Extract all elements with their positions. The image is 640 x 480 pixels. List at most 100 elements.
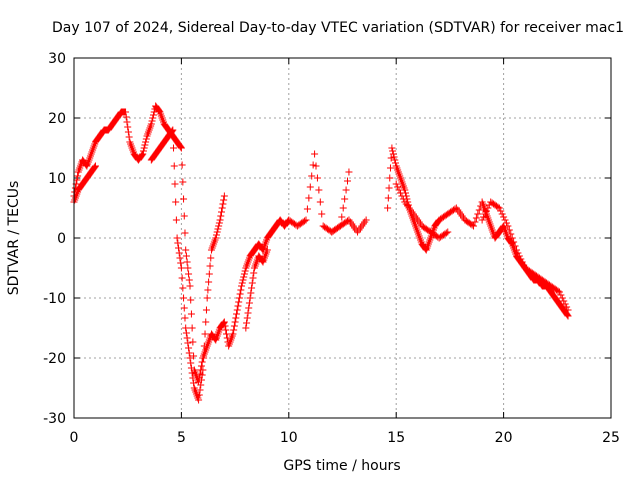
data-point [177, 264, 185, 272]
data-point [199, 366, 207, 374]
plot-frame [73, 57, 612, 419]
data-point [564, 306, 572, 314]
data-point-interp [202, 306, 210, 314]
x-tick-label: 15 [387, 430, 405, 446]
data-point-interp [389, 150, 397, 158]
data-point-interp [222, 326, 230, 334]
data-point-interp [212, 231, 220, 239]
data-point-interp [185, 270, 193, 278]
data-point-interp [213, 228, 221, 236]
data-point-interp [214, 225, 222, 233]
data-point-interp [482, 207, 490, 215]
y-axis-label: SDTVAR / TECUs [6, 181, 22, 296]
data-point [216, 216, 224, 224]
data-point-interp [384, 194, 392, 202]
data-point-interp [168, 127, 176, 135]
data-point-interp [235, 294, 243, 302]
data-point [384, 204, 392, 212]
data-point-interp [200, 342, 208, 350]
data-point-interp [389, 147, 397, 155]
data-point-interp [560, 297, 568, 305]
x-tick-label: 25 [602, 430, 620, 446]
data-point-interp [247, 289, 255, 297]
data-point-interp [239, 276, 247, 284]
data-point-interp [236, 290, 244, 298]
data-point-interp [198, 371, 206, 379]
data-point [504, 222, 512, 230]
data-point [91, 162, 99, 170]
data-point-interp [396, 189, 404, 197]
x-tick-label: 10 [280, 430, 298, 446]
y-tick-label: 10 [48, 171, 66, 187]
data-point-interp [205, 278, 213, 286]
data-point-interp [181, 229, 189, 237]
data-point-interp [125, 133, 133, 141]
data-point-interp [91, 163, 99, 171]
data-point [182, 246, 190, 254]
data-point-interp [189, 338, 197, 346]
data-point-interp [240, 270, 248, 278]
data-point-interp [344, 177, 352, 185]
data-point-interp [139, 147, 147, 155]
chart-title: Day 107 of 2024, Sidereal Day-to-day VTE… [52, 20, 624, 36]
data-point-interp [515, 252, 523, 260]
data-point-interp [306, 183, 314, 191]
data-point-interp [204, 286, 212, 294]
data-point [388, 144, 396, 152]
data-point-interp [230, 322, 238, 330]
data-point-interp [520, 261, 528, 269]
data-point-interp [185, 349, 193, 357]
data-point-interp [73, 176, 81, 184]
data-point-interp [387, 154, 395, 162]
data-point-interp [188, 369, 196, 377]
data-point [242, 324, 250, 332]
y-tick-label: 20 [48, 111, 66, 127]
data-point-interp [223, 330, 231, 338]
data-point-interp [233, 310, 241, 318]
data-point-interp [563, 311, 571, 319]
data-point [392, 180, 400, 188]
data-point [229, 330, 237, 338]
data-point-interp [305, 194, 313, 202]
data-point-interp [391, 159, 399, 167]
data-point-interp [232, 314, 240, 322]
data-point [186, 354, 194, 362]
data-point-interp [179, 284, 187, 292]
data-point-interp [508, 234, 516, 242]
data-point-interp [220, 196, 228, 204]
data-point [246, 294, 254, 302]
data-point-interp [181, 314, 189, 322]
data-point-interp [235, 298, 243, 306]
data-point-interp [507, 230, 515, 238]
data-point-interp [206, 262, 214, 270]
data-point [177, 144, 185, 152]
y-tick-label: -20 [43, 351, 66, 367]
data-point-interp [189, 374, 197, 382]
data-point-interp [221, 322, 229, 330]
data-point [203, 294, 211, 302]
data-point [444, 228, 452, 236]
data-point-interp [182, 329, 190, 337]
data-point-interp [195, 391, 203, 399]
data-point-interp [303, 205, 311, 213]
data-point-interp [245, 304, 253, 312]
data-point-interp [179, 178, 187, 186]
data-point [220, 192, 228, 200]
data-point-interp [180, 195, 188, 203]
data-point-interp [190, 379, 198, 387]
data-point-interp [175, 244, 183, 252]
data-point-interp [391, 156, 399, 164]
data-point-interp [385, 184, 393, 192]
data-point [233, 306, 241, 314]
data-point-interp [398, 192, 406, 200]
data-point-interp [175, 249, 183, 257]
data-point-interp [309, 161, 317, 169]
data-point-interp [471, 218, 479, 226]
data-point-interp [248, 279, 256, 287]
data-point-interp [200, 354, 208, 362]
data-point-interp [170, 162, 178, 170]
data-point-interp [474, 210, 482, 218]
data-point-interp [517, 255, 525, 263]
data-point-interp [218, 204, 226, 212]
